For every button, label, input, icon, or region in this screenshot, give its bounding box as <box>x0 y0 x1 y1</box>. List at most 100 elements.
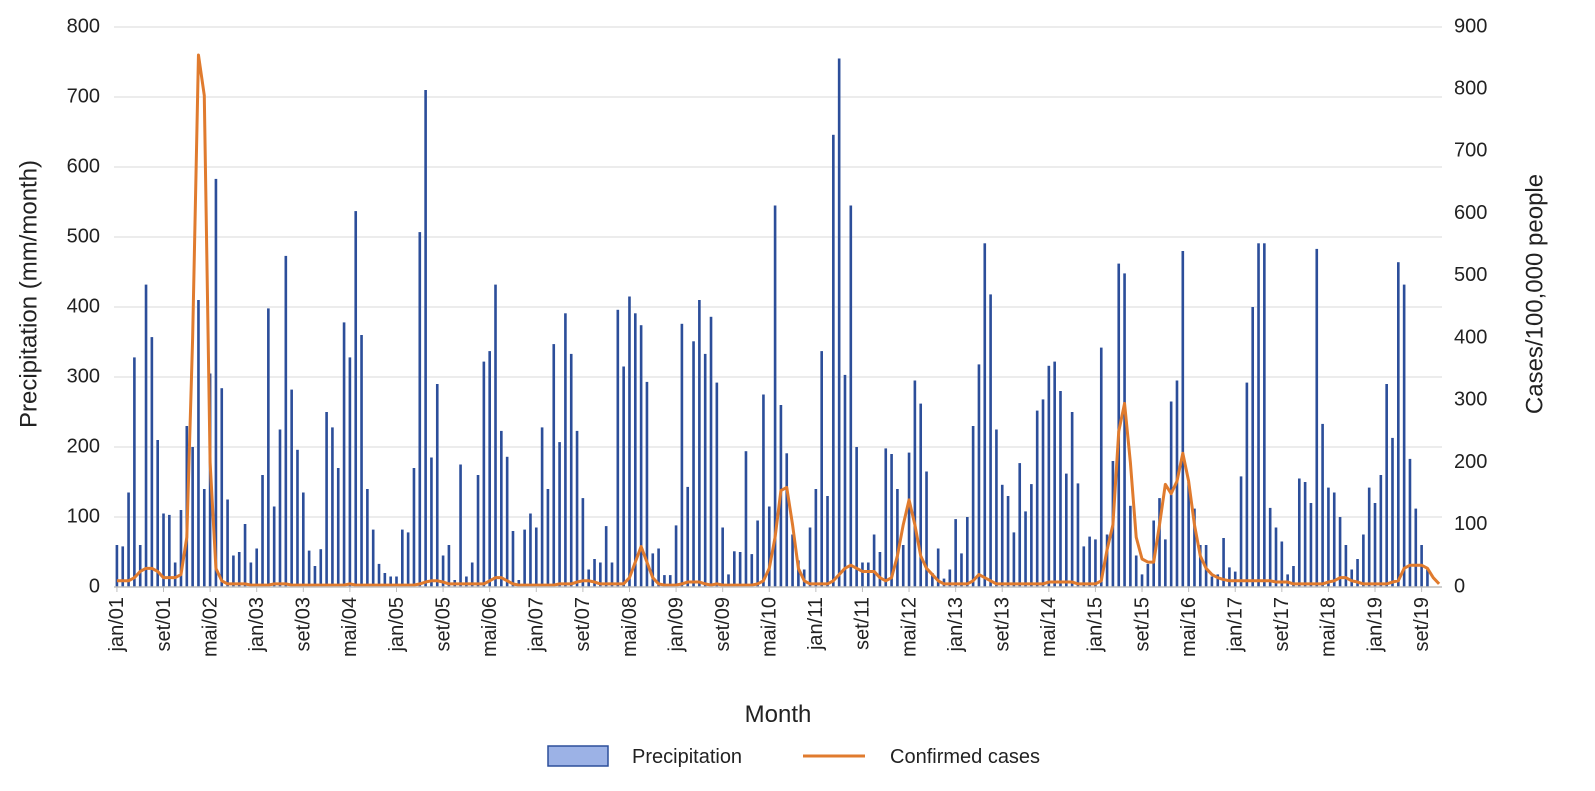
precipitation-bar <box>389 576 392 587</box>
precipitation-bar <box>604 526 608 587</box>
precipitation-bar <box>278 429 282 587</box>
precipitation-bar <box>587 569 591 587</box>
precipitation-bar <box>243 524 247 587</box>
precipitation-bar <box>133 357 136 587</box>
precipitation-bar <box>1402 284 1406 587</box>
precipitation-bar <box>756 520 759 587</box>
precipitation-bar <box>401 529 404 587</box>
precipitation-bar <box>855 447 858 587</box>
precipitation-bar <box>500 430 503 587</box>
precipitation-bar <box>1123 273 1126 587</box>
precipitation-bar <box>1338 517 1342 587</box>
precipitation-bar <box>558 442 561 587</box>
precipitation-bar <box>832 134 835 588</box>
precipitation-bar <box>232 555 235 587</box>
precipitation-bar <box>901 545 905 587</box>
precipitation-bar <box>919 403 923 587</box>
x-tick-label: set/11 <box>852 597 874 650</box>
precipitation-bar <box>348 357 352 587</box>
precipitation-bar <box>470 562 474 587</box>
left-y-tick-label: 0 <box>89 575 100 597</box>
precipitation-bar <box>1263 243 1266 588</box>
precipitation-bar <box>808 527 812 587</box>
precipitation-bar <box>488 351 491 587</box>
precipitation-bar <box>593 559 596 587</box>
x-tick-label: set/07 <box>572 597 594 651</box>
precipitation-bar <box>325 412 328 587</box>
x-tick-label: set/19 <box>1411 597 1433 651</box>
precipitation-bar <box>517 580 521 587</box>
precipitation-bar <box>1327 487 1330 587</box>
right-y-tick-label: 100 <box>1454 513 1487 535</box>
precipitation-bar <box>220 388 224 587</box>
precipitation-bar <box>1216 574 1220 587</box>
precipitation-bar <box>1158 498 1161 587</box>
precipitation-bar <box>284 255 288 587</box>
precipitation-bar <box>307 550 311 587</box>
precipitation-bar <box>1408 458 1412 587</box>
x-tick-label: jan/01 <box>106 597 128 653</box>
right-y-tick-label: 800 <box>1454 78 1487 100</box>
precipitation-bar <box>703 353 707 587</box>
precipitation-bar <box>237 552 241 587</box>
precipitation-bar <box>721 527 724 587</box>
precipitation-bar <box>569 353 573 587</box>
precipitation-bar <box>866 562 870 587</box>
left-y-tick-label: 100 <box>67 505 100 527</box>
precipitation-bar <box>366 489 369 587</box>
precipitation-bar <box>354 211 358 587</box>
precipitation-bar <box>1228 567 1231 587</box>
x-tick-label: jan/15 <box>1085 597 1107 653</box>
legend-precipitation-swatch <box>547 745 609 767</box>
precipitation-bar <box>441 555 445 587</box>
precipitation-bar <box>1268 507 1272 587</box>
precipitation-bar <box>767 506 771 587</box>
precipitation-bar <box>371 529 375 587</box>
precipitation-bar <box>406 532 410 587</box>
right-y-tick-label: 400 <box>1454 326 1487 348</box>
precipitation-bar <box>1082 546 1086 587</box>
precipitation-bar <box>1164 539 1167 587</box>
precipitation-bar <box>412 468 416 587</box>
precipitation-bar <box>1070 412 1074 587</box>
x-tick-label: jan/11 <box>805 597 827 651</box>
precipitation-bar <box>290 389 293 587</box>
x-tick-label: mai/10 <box>759 597 781 657</box>
precipitation-bar <box>698 300 701 587</box>
precipitation-bar <box>546 489 550 587</box>
precipitation-bar <box>1094 539 1097 587</box>
x-tick-label: jan/03 <box>246 597 268 653</box>
precipitation-bar <box>651 553 655 587</box>
x-tick-label: set/09 <box>712 597 734 651</box>
precipitation-bar <box>1239 476 1243 587</box>
precipitation-bar <box>872 534 876 587</box>
precipitation-bar <box>628 296 631 587</box>
precipitation-bar <box>1065 473 1068 587</box>
precipitation-bar <box>1222 538 1225 587</box>
precipitation-bar <box>913 380 917 587</box>
precipitation-bar <box>1414 508 1418 587</box>
precipitation-bar <box>907 452 911 587</box>
precipitation-bar <box>1035 410 1039 587</box>
precipitation-bar <box>255 548 259 587</box>
x-tick-label: set/05 <box>432 597 454 651</box>
precipitation-bar <box>599 562 602 587</box>
precipitation-bar <box>762 394 765 587</box>
x-tick-label: mai/06 <box>479 597 501 657</box>
left-y-tick-label: 700 <box>67 85 100 107</box>
precipitation-bar <box>1030 484 1033 587</box>
precipitation-bar <box>144 284 148 587</box>
precipitation-bar <box>610 562 614 587</box>
x-axis-ticks: jan/01 set/01 mai/02 jan/03 set/03 mai/04 jan/… <box>106 587 1433 657</box>
left-y-tick-label: 200 <box>67 435 100 457</box>
x-tick-label: mai/12 <box>898 597 920 657</box>
x-tick-label: jan/17 <box>1225 597 1247 653</box>
precipitation-bar <box>552 344 556 587</box>
x-tick-label: jan/13 <box>945 597 967 653</box>
precipitation-bar <box>826 496 829 587</box>
precipitation-bar <box>1362 534 1365 587</box>
precipitation-bar <box>663 575 666 587</box>
right-y-tick-label: 300 <box>1454 389 1487 411</box>
precipitation-bar <box>1280 541 1284 587</box>
